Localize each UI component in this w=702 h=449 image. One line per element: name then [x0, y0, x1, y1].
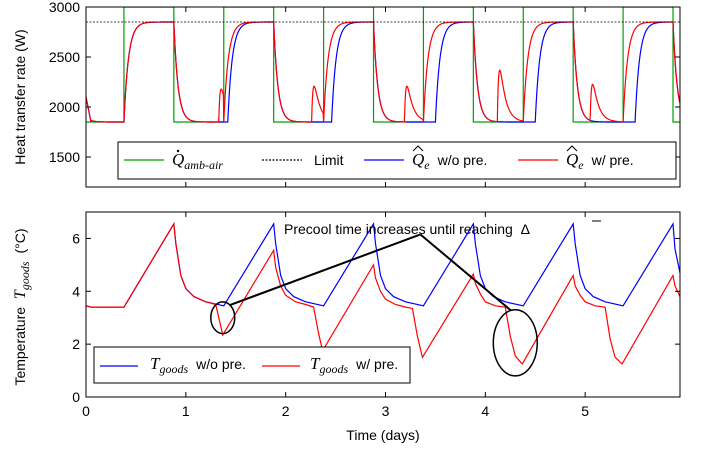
hat-accent [412, 145, 424, 152]
bottom-y-label-unit: (°C) [12, 228, 28, 253]
top-legend: Qamb-air Limit Qe w/o pre. Qe w/ pre. [117, 141, 677, 180]
bottom-xtick-label: 5 [581, 403, 589, 419]
annotation-delta-symbol: Δ [521, 221, 530, 237]
bottom-x-axis-label: Time (days) [346, 427, 419, 443]
highlight-ellipse-2 [492, 309, 538, 377]
bottom-xtick-label: 2 [282, 403, 290, 419]
top-legend-label: Qe w/o pre. [412, 150, 487, 172]
top-ytick-label: 3000 [49, 0, 80, 15]
bottom-axes-frame [85, 211, 681, 398]
annotation-arrow-1 [229, 233, 421, 306]
bottom-legend: Tgoods w/o pre. Tgoods w/ pre. [93, 346, 411, 384]
annotation-arrow-2 [419, 233, 512, 312]
top-axes-frame [85, 6, 681, 188]
top-legend-label: Qe w/ pre. [566, 150, 634, 172]
top-legend-label: Limit [314, 152, 344, 168]
bottom-y-ticks: 0 2 4 6 [72, 230, 680, 405]
top-y-axis-label: Heat transfer rate (W) [12, 29, 28, 164]
bottom-ytick-label: 6 [72, 230, 80, 246]
svg-text:Temperature Tgoods(°C): Temperature Tgoods (°C) [12, 228, 32, 385]
bottom-xtick-label: 3 [382, 403, 390, 419]
top-ytick-label: 1500 [49, 149, 80, 165]
dot-accent [176, 149, 180, 153]
bottom-legend-box [93, 346, 411, 384]
top-y-ticks: 1500 2000 2500 3000 [49, 0, 680, 187]
bottom-panel: 0 2 4 6 0 1 2 3 4 5 Temperature Tgoods (°C) Time … [12, 211, 681, 443]
bottom-ytick-label: 2 [72, 336, 80, 352]
bottom-y-label-sub: goods [18, 261, 32, 290]
bottom-y-axis-label: Temperature Tgoods (°C) [12, 228, 32, 385]
top-ytick-label: 2500 [49, 49, 80, 65]
bottom-xtick-label: 4 [481, 403, 489, 419]
bottom-ytick-label: 4 [72, 283, 80, 299]
bottom-ytick-label: 0 [72, 389, 80, 405]
tgoods-precool-series [86, 222, 680, 365]
bottom-legend-label: Tgoods w/o pre. [150, 354, 246, 376]
highlight-ellipse-1 [210, 301, 236, 335]
bottom-legend-label: Tgoods w/ pre. [310, 354, 398, 376]
top-legend-label: Qamb-air [172, 150, 223, 172]
bottom-xtick-label: 1 [182, 403, 190, 419]
bottom-x-ticks: 0 1 2 3 4 5 [82, 212, 589, 419]
precool-annotation: Precool time increases until reaching Δ [210, 220, 601, 377]
bottom-y-label-symbol: T [12, 289, 29, 299]
top-ytick-label: 2000 [49, 99, 80, 115]
annotation-text: Precool time increases until reaching Δ [284, 221, 530, 237]
hat-accent [566, 145, 578, 152]
qe-precool-series [86, 21, 680, 123]
bottom-xtick-label: 0 [82, 403, 90, 419]
bottom-y-label-main: Temperature [12, 307, 28, 386]
